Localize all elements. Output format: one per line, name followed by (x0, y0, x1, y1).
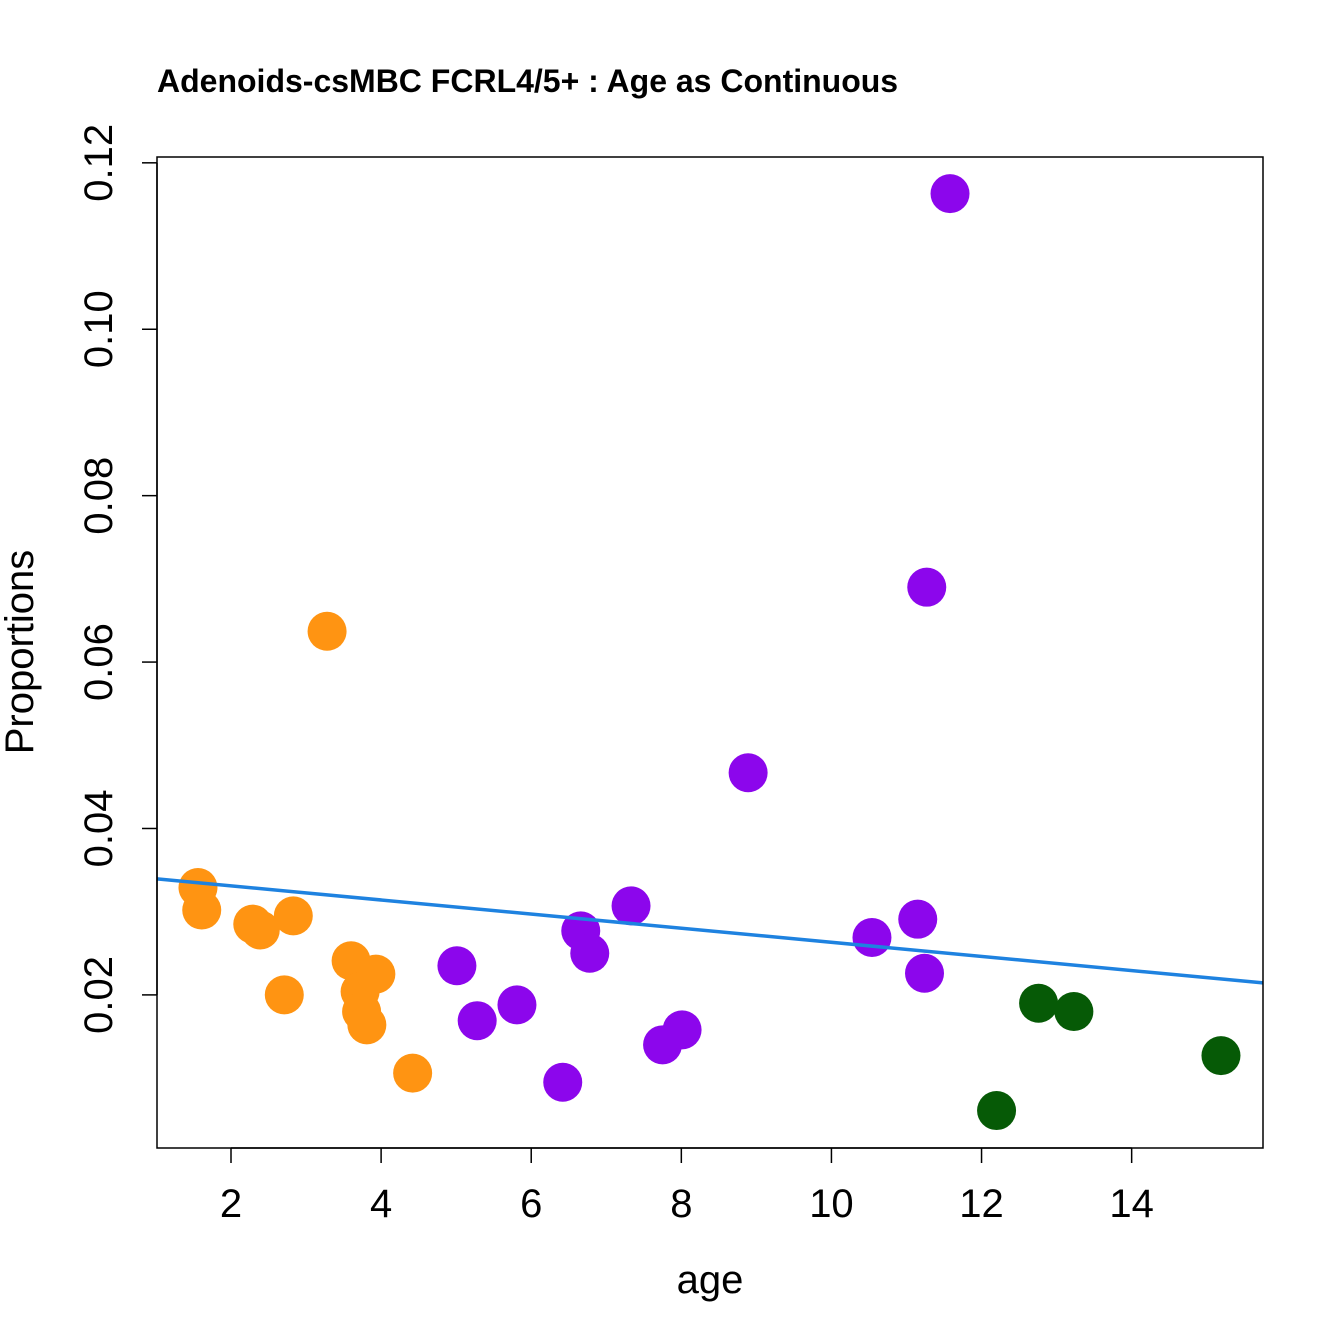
data-point-group-2 (543, 1062, 583, 1102)
data-point-group-2 (907, 567, 947, 607)
x-tick-label: 10 (809, 1182, 854, 1226)
x-tick-label: 8 (670, 1182, 692, 1226)
y-axis: 0.02 0.04 0.06 0.08 0.10 0.12 (77, 124, 158, 1034)
chart-title: Adenoids-csMBC FCRL4/5+ : Age as Continu… (157, 63, 898, 99)
data-point-group-2 (728, 753, 768, 793)
y-tick-label: 0.04 (77, 790, 121, 868)
data-point-group-1 (347, 1005, 387, 1045)
y-axis-label: Proportions (0, 550, 42, 755)
data-point-group-3 (977, 1091, 1017, 1131)
data-point-group-3 (1054, 992, 1094, 1032)
data-point-group-2 (611, 886, 651, 926)
y-tick-label: 0.06 (77, 623, 121, 701)
data-point-group-2 (852, 917, 892, 957)
data-point-group-3 (1019, 983, 1059, 1023)
regression-line (156, 877, 1264, 985)
data-point-group-2 (570, 933, 610, 973)
data-point-group-2 (662, 1010, 702, 1050)
data-point-group-1 (393, 1053, 433, 1093)
x-axis: 2 4 6 8 10 12 14 (220, 1147, 1154, 1226)
data-point-group-1 (264, 975, 304, 1015)
data-point-group-2 (437, 946, 477, 986)
data-point-group-1 (240, 910, 280, 950)
x-tick-label: 4 (370, 1182, 392, 1226)
x-tick-label: 2 (220, 1182, 242, 1226)
x-tick-label: 12 (959, 1182, 1004, 1226)
data-point-group-2 (905, 953, 945, 993)
y-tick-label: 0.02 (77, 956, 121, 1034)
y-tick-label: 0.10 (77, 290, 121, 368)
data-point-group-1 (307, 611, 347, 651)
x-tick-label: 6 (520, 1182, 542, 1226)
data-point-group-2 (930, 174, 970, 214)
x-axis-label: age (677, 1258, 744, 1302)
y-tick-label: 0.12 (77, 124, 121, 202)
plot-frame (156, 156, 1264, 1149)
x-tick-label: 14 (1109, 1182, 1154, 1226)
data-point-group-2 (457, 1001, 497, 1041)
data-point-group-2 (497, 985, 537, 1025)
data-point-group-1 (182, 890, 222, 930)
data-point-group-1 (273, 896, 313, 936)
y-tick-label: 0.08 (77, 457, 121, 535)
data-point-group-2 (898, 899, 938, 939)
data-point-group-1 (356, 954, 396, 994)
data-point-group-3 (1201, 1036, 1241, 1076)
